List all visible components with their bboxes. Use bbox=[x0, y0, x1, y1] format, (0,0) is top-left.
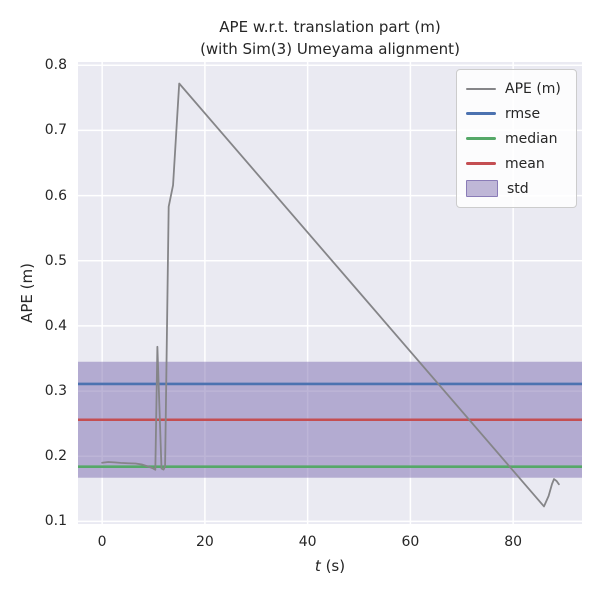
x-tick-label: 60 bbox=[401, 534, 420, 550]
legend-swatch-rmse bbox=[466, 112, 496, 115]
y-tick-label: 0.4 bbox=[44, 317, 67, 334]
legend-swatch-ape bbox=[466, 87, 496, 90]
plot-area: APE (m) rmse median mean std bbox=[78, 62, 582, 524]
y-tick-label: 0.6 bbox=[44, 187, 67, 204]
y-tick-label: 0.2 bbox=[44, 448, 67, 465]
legend-label: median bbox=[505, 130, 558, 147]
y-tick-label: 0.3 bbox=[44, 383, 67, 400]
x-tick-label: 40 bbox=[298, 534, 317, 550]
y-tick-label: 0.7 bbox=[44, 122, 67, 139]
x-tick-label: 0 bbox=[97, 534, 107, 550]
x-axis-label: t (s) bbox=[78, 557, 582, 575]
x-axis-label-variable: t bbox=[314, 557, 321, 575]
legend-entry-ape: APE (m) bbox=[466, 76, 567, 101]
y-axis-label: APE (m) bbox=[18, 263, 36, 323]
legend-label: std bbox=[507, 180, 529, 197]
legend-entry-rmse: rmse bbox=[466, 101, 567, 126]
legend-entry-std: std bbox=[466, 176, 567, 201]
legend-label: APE (m) bbox=[505, 80, 561, 97]
legend-swatch-mean bbox=[466, 162, 496, 165]
x-tick-label: 80 bbox=[504, 534, 523, 550]
x-tick-label: 20 bbox=[195, 534, 214, 550]
chart-title-line-1: APE w.r.t. translation part (m) bbox=[219, 18, 441, 36]
legend-label: rmse bbox=[505, 105, 541, 122]
chart-title-line-2: (with Sim(3) Umeyama alignment) bbox=[200, 40, 460, 58]
x-axis-label-unit: (s) bbox=[320, 557, 346, 575]
legend-entry-mean: mean bbox=[466, 151, 567, 176]
legend-swatch-median bbox=[466, 137, 496, 140]
legend-swatch-std bbox=[466, 180, 498, 197]
legend-entry-median: median bbox=[466, 126, 567, 151]
y-tick-label: 0.5 bbox=[44, 252, 67, 269]
y-tick-label: 0.8 bbox=[44, 57, 67, 74]
chart-title: APE w.r.t. translation part (m) (with Si… bbox=[78, 16, 582, 60]
legend-label: mean bbox=[505, 155, 545, 172]
y-tick-label: 0.1 bbox=[44, 513, 67, 530]
legend: APE (m) rmse median mean std bbox=[456, 69, 577, 208]
ape-line bbox=[101, 82, 560, 508]
